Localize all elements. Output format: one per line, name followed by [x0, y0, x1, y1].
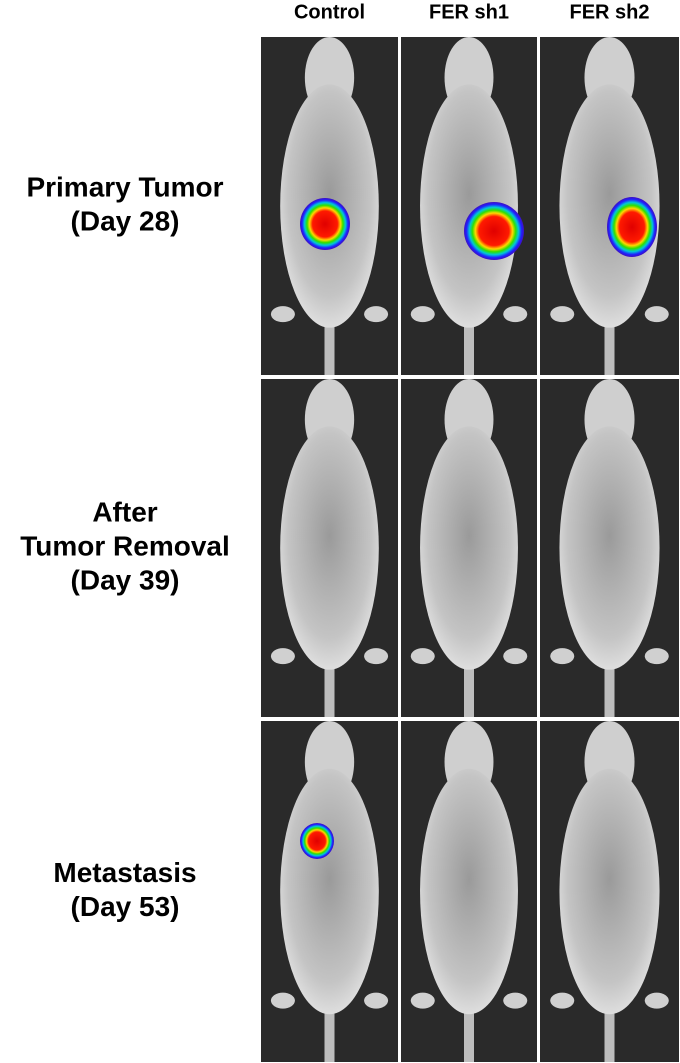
mouse-image: [401, 721, 537, 1062]
leg: [644, 648, 669, 665]
leg: [364, 992, 389, 1009]
leg: [550, 992, 575, 1009]
labels: Control FER sh1 FER sh2 Primary Tumor(Day 2…: [20, 1, 649, 922]
mouse-image: [401, 379, 537, 717]
luminescence-signal: [300, 198, 350, 250]
row-label: (Day 39): [71, 564, 180, 595]
tail: [604, 993, 615, 1062]
column-header: FER sh2: [569, 1, 649, 23]
body: [280, 426, 379, 670]
leg: [550, 648, 575, 665]
body: [559, 768, 660, 1015]
body: [559, 84, 660, 328]
row-label: Tumor Removal: [20, 530, 230, 561]
row-label: Primary Tumor: [26, 171, 223, 202]
mouse-image: [540, 36, 679, 375]
body: [420, 84, 518, 328]
row-label: (Day 28): [71, 205, 180, 236]
tail: [604, 307, 615, 375]
mouse-image: [261, 721, 398, 1062]
leg: [270, 992, 295, 1009]
luminescence-signal: [464, 202, 524, 260]
body: [420, 768, 518, 1015]
leg: [503, 648, 528, 665]
row-label: Metastasis: [53, 857, 196, 888]
leg: [410, 992, 435, 1009]
leg: [644, 992, 669, 1009]
tail: [324, 649, 335, 717]
mouse-image: [261, 379, 398, 717]
mouse-image: [401, 36, 537, 375]
tail: [464, 993, 474, 1062]
leg: [410, 306, 435, 323]
column-header: Control: [294, 1, 365, 23]
mouse-image: [540, 379, 679, 717]
leg: [270, 648, 295, 665]
leg: [503, 306, 528, 323]
tail: [324, 307, 335, 375]
mouse-image: [540, 721, 679, 1062]
row-label: (Day 53): [71, 891, 180, 922]
body: [420, 426, 518, 670]
image-grid: [261, 36, 679, 1062]
tail: [604, 649, 615, 717]
leg: [364, 306, 389, 323]
leg: [503, 992, 528, 1009]
leg: [364, 648, 389, 665]
body: [280, 768, 379, 1015]
leg: [270, 306, 295, 323]
luminescence-signal: [607, 197, 657, 257]
tail: [324, 993, 335, 1062]
column-header: FER sh1: [429, 1, 509, 23]
body: [559, 426, 660, 670]
leg: [550, 306, 575, 323]
leg: [410, 648, 435, 665]
leg: [644, 306, 669, 323]
luminescence-signal: [300, 823, 334, 859]
tail: [464, 307, 474, 375]
tail: [464, 649, 474, 717]
row-label: After: [92, 496, 157, 527]
